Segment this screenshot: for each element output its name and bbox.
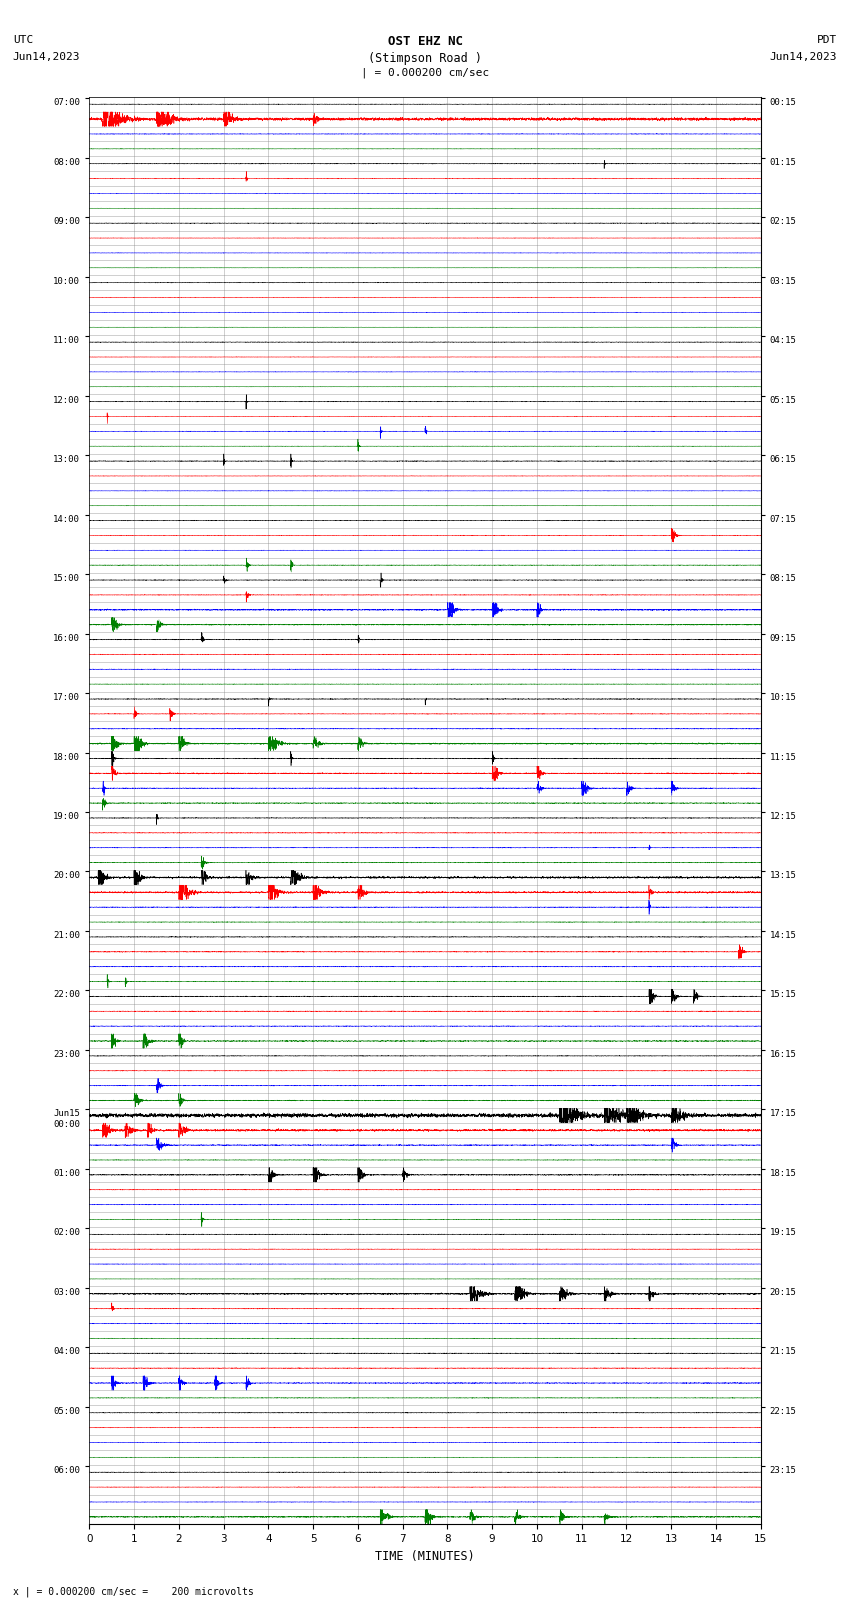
Text: x | = 0.000200 cm/sec =    200 microvolts: x | = 0.000200 cm/sec = 200 microvolts — [13, 1586, 253, 1597]
Text: PDT: PDT — [817, 35, 837, 45]
X-axis label: TIME (MINUTES): TIME (MINUTES) — [375, 1550, 475, 1563]
Text: Jun14,2023: Jun14,2023 — [770, 52, 837, 61]
Text: Jun14,2023: Jun14,2023 — [13, 52, 80, 61]
Text: (Stimpson Road ): (Stimpson Road ) — [368, 52, 482, 65]
Text: | = 0.000200 cm/sec: | = 0.000200 cm/sec — [361, 68, 489, 79]
Text: UTC: UTC — [13, 35, 33, 45]
Text: OST EHZ NC: OST EHZ NC — [388, 35, 462, 48]
